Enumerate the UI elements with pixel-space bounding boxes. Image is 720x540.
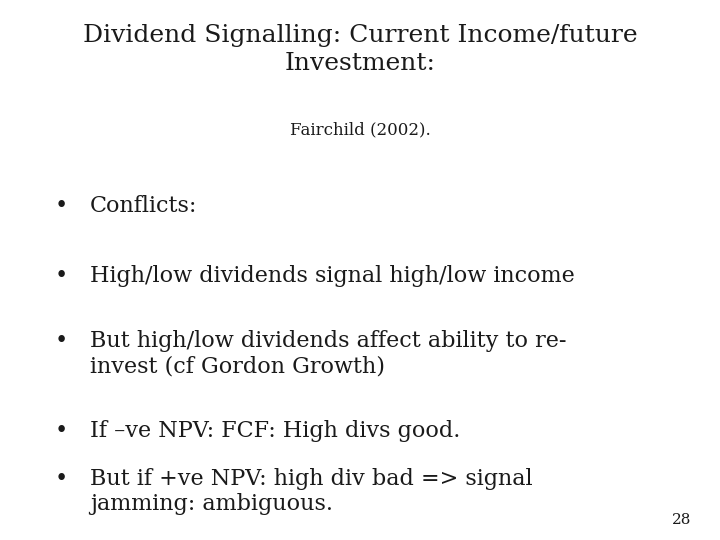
Text: If –ve NPV: FCF: High divs good.: If –ve NPV: FCF: High divs good. bbox=[90, 420, 460, 442]
Text: But if +ve NPV: high div bad => signal
jamming: ambiguous.: But if +ve NPV: high div bad => signal j… bbox=[90, 468, 533, 515]
Text: But high/low dividends affect ability to re-
invest (cf Gordon Growth): But high/low dividends affect ability to… bbox=[90, 330, 567, 377]
Text: 28: 28 bbox=[672, 512, 691, 526]
Text: •: • bbox=[55, 420, 68, 442]
Text: •: • bbox=[55, 468, 68, 490]
Text: Conflicts:: Conflicts: bbox=[90, 195, 197, 217]
Text: High/low dividends signal high/low income: High/low dividends signal high/low incom… bbox=[90, 265, 575, 287]
Text: Dividend Signalling: Current Income/future
Investment:: Dividend Signalling: Current Income/futu… bbox=[83, 24, 637, 75]
Text: •: • bbox=[55, 330, 68, 352]
Text: •: • bbox=[55, 195, 68, 217]
Text: •: • bbox=[55, 265, 68, 287]
Text: Fairchild (2002).: Fairchild (2002). bbox=[289, 122, 431, 138]
